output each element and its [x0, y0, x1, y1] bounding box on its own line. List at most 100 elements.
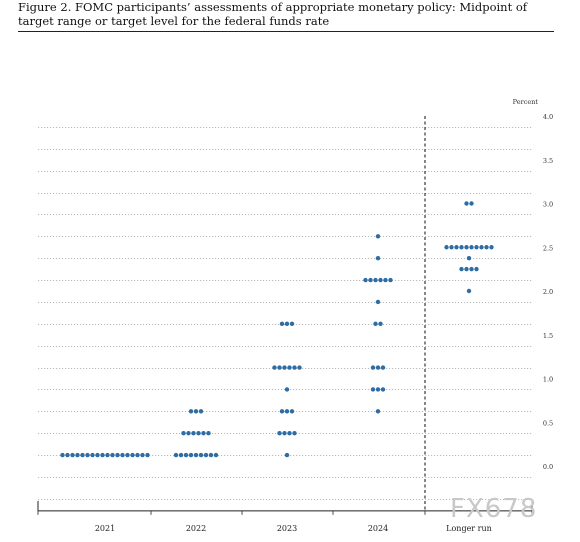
participant-dot [65, 452, 70, 458]
participant-dot [95, 452, 100, 458]
y-tick-label: 2.0 [543, 288, 553, 296]
participant-dot [469, 245, 474, 250]
y-tick-label: 2.5 [543, 244, 553, 252]
participant-dot [201, 430, 206, 436]
x-category-label: 2022 [186, 524, 206, 533]
x-category-label: Longer run [446, 524, 492, 533]
participant-dot [383, 277, 388, 283]
figure-title: Figure 2. FOMC participants’ assessments… [18, 0, 528, 28]
participant-dot [469, 266, 474, 272]
participant-dot [287, 430, 292, 436]
x-category-label: 2021 [95, 524, 115, 533]
participant-dot [183, 452, 189, 458]
participant-dot [464, 201, 469, 206]
participant-dot [284, 321, 290, 327]
participant-dot [188, 452, 194, 458]
participant-dot [206, 430, 211, 436]
participant-dot [484, 245, 489, 250]
participant-dot [178, 452, 184, 458]
x-category-label: 2024 [368, 524, 388, 533]
participant-dot [130, 452, 135, 458]
participant-dot [277, 430, 282, 436]
participant-dot [444, 245, 449, 250]
participant-dot [277, 365, 282, 370]
participant-dot [464, 266, 469, 272]
participant-dot [173, 452, 179, 458]
participant-dot [388, 277, 393, 283]
participant-dot [196, 430, 201, 436]
participant-dot [284, 409, 290, 414]
participant-dot [284, 452, 290, 458]
participant-dot [135, 452, 140, 458]
participant-dot [375, 409, 381, 414]
participant-dot [370, 387, 376, 392]
participant-dot [469, 201, 474, 206]
participant-dot [100, 452, 105, 458]
participant-dot [85, 452, 90, 458]
participant-dot [90, 452, 95, 458]
participant-dot [193, 452, 199, 458]
participant-dot [380, 365, 386, 370]
participant-dot [459, 266, 464, 272]
participant-dot [474, 266, 479, 272]
y-axis-label: Percent [513, 98, 539, 106]
y-tick-label: 1.0 [543, 376, 553, 384]
x-category-label: 2023 [277, 524, 297, 533]
participant-dot [272, 365, 277, 370]
participant-dot [125, 452, 130, 458]
participant-dot [375, 387, 381, 392]
participant-dot [489, 245, 494, 250]
participant-dot [292, 365, 297, 370]
participant-dot [375, 365, 381, 370]
participant-dot [193, 409, 199, 414]
participant-dot [198, 409, 204, 414]
participant-dot [380, 387, 386, 392]
y-tick-label: 0.0 [543, 463, 553, 471]
y-tick-label: 1.5 [543, 332, 553, 340]
title-rule [18, 31, 554, 32]
participant-dot [459, 245, 464, 250]
participant-dot [282, 430, 287, 436]
participant-dot [289, 409, 295, 414]
participant-dot [140, 452, 145, 458]
participant-dot [284, 387, 290, 392]
participant-dot [378, 321, 383, 327]
y-tick-label: 3.0 [543, 201, 553, 209]
participant-dot [368, 277, 373, 283]
participant-dot [115, 452, 120, 458]
participant-dot [181, 430, 186, 436]
participant-dot [479, 245, 484, 250]
participant-dot [370, 365, 376, 370]
participant-dot [186, 430, 191, 436]
participant-dot [105, 452, 110, 458]
y-tick-label: 0.5 [543, 419, 553, 427]
participant-dot [297, 365, 302, 370]
participant-dot [60, 452, 65, 458]
watermark: FX678 [450, 494, 538, 524]
participant-dot [373, 277, 378, 283]
participant-dot [70, 452, 75, 458]
participant-dot [145, 452, 150, 458]
participant-dot [449, 245, 454, 250]
participant-dot [279, 409, 285, 414]
participant-dot [375, 255, 381, 261]
participant-dot [375, 299, 381, 305]
participant-dot [213, 452, 219, 458]
participant-dot [75, 452, 80, 458]
participant-dot [466, 255, 472, 261]
participant-dot [292, 430, 297, 436]
y-tick-label: 3.5 [543, 157, 553, 165]
participant-dot [279, 321, 285, 327]
participant-dot [464, 245, 469, 250]
participant-dot [378, 277, 383, 283]
participant-dot [110, 452, 115, 458]
participant-dot [466, 288, 472, 294]
y-tick-label: 4.0 [543, 113, 553, 121]
participant-dot [198, 452, 204, 458]
participant-dot [282, 365, 287, 370]
participant-dot [289, 321, 295, 327]
participant-dot [373, 321, 378, 327]
participant-dot [80, 452, 85, 458]
participant-dot [474, 245, 479, 250]
